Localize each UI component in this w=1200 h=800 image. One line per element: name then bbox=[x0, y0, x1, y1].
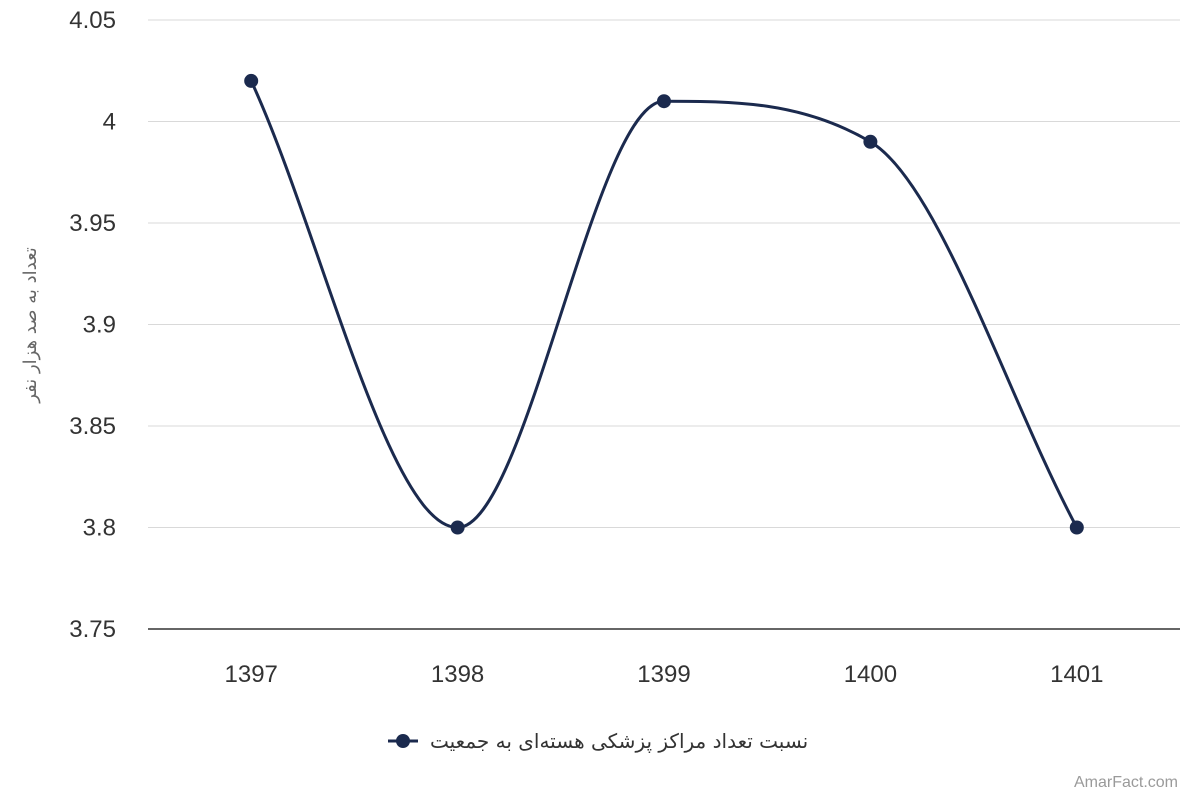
y-tick-label: 4.05 bbox=[69, 7, 116, 34]
data-point[interactable] bbox=[863, 134, 878, 149]
legend[interactable]: نسبت تعداد مراکز پزشکی هسته‌ای به جمعیت bbox=[388, 729, 808, 754]
watermark: AmarFact.com bbox=[1073, 774, 1178, 791]
y-tick-label: 3.8 bbox=[83, 515, 116, 542]
y-tick-label: 3.75 bbox=[69, 616, 116, 643]
x-axis-ticks: 1397 1398 1399 1400 1401 bbox=[225, 661, 1104, 688]
data-point[interactable] bbox=[657, 94, 671, 109]
data-point[interactable] bbox=[450, 520, 465, 535]
y-tick-label: 3.85 bbox=[69, 413, 116, 440]
series-line[interactable] bbox=[249, 80, 1079, 530]
y-axis-ticks: 3.75 3.8 3.85 3.9 3.95 4 4.05 bbox=[69, 7, 116, 643]
x-tick-label: 1397 bbox=[225, 661, 278, 688]
data-point[interactable] bbox=[244, 73, 259, 88]
gridlines bbox=[148, 19, 1180, 528]
legend-dot-marker bbox=[396, 734, 410, 748]
data-point[interactable] bbox=[1069, 520, 1084, 535]
x-tick-label: 1398 bbox=[431, 661, 484, 688]
y-tick-label: 3.95 bbox=[69, 210, 116, 237]
x-tick-label: 1400 bbox=[844, 661, 897, 688]
y-tick-label: 3.9 bbox=[83, 312, 116, 339]
y-tick-label: 4 bbox=[103, 109, 116, 136]
legend-label: نسبت تعداد مراکز پزشکی هسته‌ای به جمعیت bbox=[430, 729, 808, 754]
x-tick-label: 1401 bbox=[1050, 661, 1103, 688]
y-axis-label: تعداد به صد هزار نفر bbox=[20, 247, 41, 404]
series-group bbox=[244, 73, 1084, 535]
x-tick-label: 1399 bbox=[637, 661, 690, 688]
